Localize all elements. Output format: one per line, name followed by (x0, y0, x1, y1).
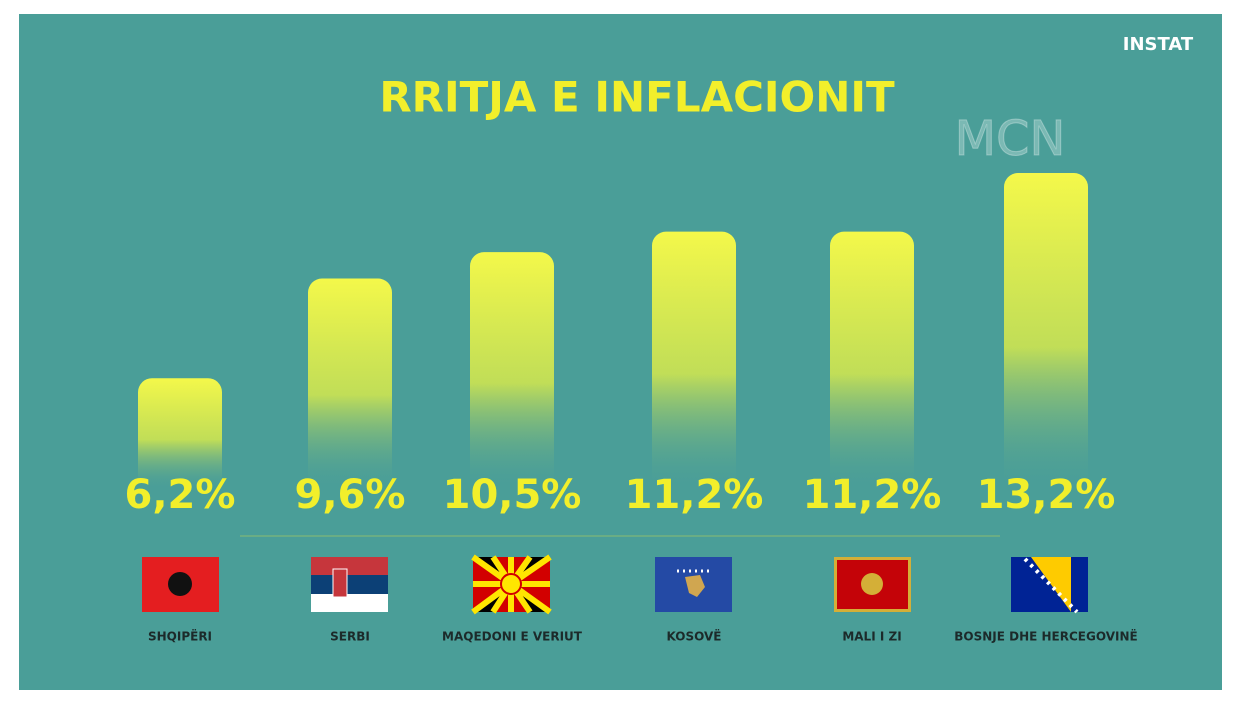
flag (1011, 557, 1088, 614)
value-label: 9,6% (295, 472, 406, 518)
value-label: 10,5% (443, 472, 582, 518)
value-label: 11,2% (625, 472, 764, 518)
chart-title: RRITJA E INFLACIONIT (379, 73, 895, 122)
bar (308, 278, 392, 490)
watermark: MCN (955, 111, 1066, 167)
logo: INSTAT (1123, 34, 1194, 55)
flag (311, 557, 388, 612)
flag (655, 557, 732, 612)
value-label: 11,2% (803, 472, 942, 518)
bar (1004, 173, 1088, 490)
category-label: MAQEDONI E VERIUT (442, 630, 583, 644)
flag (142, 557, 219, 612)
category-label: SHQIPËRI (148, 629, 212, 644)
category-label: SERBI (330, 630, 370, 644)
bar (652, 231, 736, 491)
category-label: KOSOVË (667, 629, 722, 644)
bar (470, 252, 554, 490)
flags (142, 554, 1088, 615)
bar (138, 378, 222, 490)
value-label: 13,2% (977, 472, 1116, 518)
bar (830, 231, 914, 491)
flag (471, 554, 552, 615)
flag (834, 557, 911, 612)
category-label: BOSNJE DHE HERCEGOVINË (954, 629, 1137, 644)
category-label: MALI I ZI (842, 630, 901, 644)
value-label: 6,2% (125, 472, 236, 518)
